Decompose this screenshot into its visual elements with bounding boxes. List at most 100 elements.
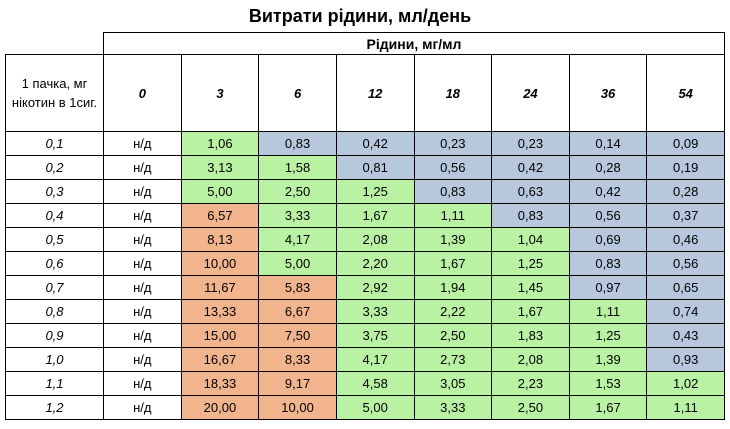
cell: 0,42 [491,155,570,180]
corner-header: 1 пачка, мг нікотин в 1сиг. [5,54,104,132]
cell: 1,02 [646,371,725,396]
cell: 1,11 [646,395,725,420]
cell: н/д [103,251,182,276]
cell: 4,17 [335,347,415,372]
cell: 0,74 [646,299,725,324]
data-row: 1,2 н/д 20,00 10,00 5,00 3,33 2,50 1,67 1,11 [5,395,725,420]
cell: 1,06 [180,131,260,156]
row-header: 0,2 [5,155,104,180]
cell: н/д [103,299,182,324]
cell: 1,67 [335,203,415,228]
cell: 5,00 [258,251,337,276]
column-header: 12 [335,54,415,132]
cell: 1,67 [568,395,648,420]
cell: н/д [103,371,182,396]
data-row: 0,1 н/д 1,06 0,83 0,42 0,23 0,23 0,14 0,09 [5,131,725,156]
cell: 0,43 [646,323,725,348]
cell: 1,39 [568,347,648,372]
cell: 2,50 [491,395,570,420]
cell: 5,00 [335,395,415,420]
cell: 1,11 [413,203,493,228]
cell: 1,67 [491,299,570,324]
cell: н/д [103,131,182,156]
cell: 0,65 [646,275,725,300]
cell: 2,22 [413,299,493,324]
cell: н/д [103,395,182,420]
title: Витрати рідини, мл/день [248,6,472,26]
cell: 6,57 [180,203,260,228]
cell: 0,28 [568,155,648,180]
cell: 0,69 [568,227,648,252]
cell: 1,39 [413,227,493,252]
row-header: 0,1 [5,131,104,156]
cell: н/д [103,179,182,204]
cell: 0,42 [568,179,648,204]
cell: 1,25 [491,251,570,276]
data-row: 0,4 н/д 6,57 3,33 1,67 1,11 0,83 0,56 0,37 [5,203,725,228]
cell: 0,14 [568,131,648,156]
cell: 0,28 [646,179,725,204]
column-header: 36 [568,54,648,132]
cell: 16,67 [180,347,260,372]
cell: 0,83 [491,203,570,228]
cell: 10,00 [258,395,337,420]
cell: 0,09 [646,131,725,156]
cell: 2,08 [491,347,570,372]
cell: 2,08 [335,227,415,252]
cell: 1,25 [568,323,648,348]
data-row: 0,9 н/д 15,00 7,50 3,75 2,50 1,83 1,25 0,43 [5,323,725,348]
cell: 4,17 [258,227,337,252]
row-header: 1,0 [5,347,104,372]
row-header: 1,1 [5,371,104,396]
cell: н/д [103,323,182,348]
cell: 1,53 [568,371,648,396]
cell: 7,50 [258,323,337,348]
cell: н/д [103,203,182,228]
header-row: 1 пачка, мг нікотин в 1сиг. 0 3 6 12 18 24 36 54 [5,54,725,132]
cell: 11,67 [180,275,260,300]
cell: 0,19 [646,155,725,180]
cell: 3,33 [258,203,337,228]
cell: 0,56 [413,155,493,180]
cell: 3,13 [180,155,260,180]
column-header: 54 [646,54,725,132]
cell: 4,58 [335,371,415,396]
cell: 2,92 [335,275,415,300]
group-header: Рідини, мг/мл [103,32,725,55]
cell: 2,23 [491,371,570,396]
row-header: 0,5 [5,227,104,252]
data-row: 1,0 н/д 16,67 8,33 4,17 2,73 2,08 1,39 0,93 [5,347,725,372]
cell: 0,42 [335,131,415,156]
cell: 0,23 [413,131,493,156]
data-row: 0,8 н/д 13,33 6,67 3,33 2,22 1,67 1,11 0,74 [5,299,725,324]
cell: 8,13 [180,227,260,252]
cell: н/д [103,227,182,252]
cell: 3,05 [413,371,493,396]
cell: 13,33 [180,299,260,324]
column-header: 18 [413,54,493,132]
cell: 18,33 [180,371,260,396]
cell: н/д [103,347,182,372]
data-row: 1,1 н/д 18,33 9,17 4,58 3,05 2,23 1,53 1,02 [5,371,725,396]
column-header: 6 [258,54,337,132]
cell: 20,00 [180,395,260,420]
cell: 3,33 [335,299,415,324]
consumption-table: Рідини, мг/мл 1 пачка, мг нікотин в 1сиг.… [5,32,725,420]
cell: 8,33 [258,347,337,372]
cell: н/д [103,155,182,180]
column-header: 24 [491,54,570,132]
cell: 1,67 [413,251,493,276]
row-header: 0,6 [5,251,104,276]
cell: 1,04 [491,227,570,252]
cell: 1,94 [413,275,493,300]
cell: 2,50 [258,179,337,204]
cell: 0,81 [335,155,415,180]
cell: 0,83 [258,131,337,156]
cell: 2,50 [413,323,493,348]
cell: 3,33 [413,395,493,420]
data-row: 0,2 н/д 3,13 1,58 0,81 0,56 0,42 0,28 0,19 [5,155,725,180]
header-row: Рідини, мг/мл [5,32,725,55]
cell: 1,45 [491,275,570,300]
cell: 0,56 [646,251,725,276]
data-row: 0,3 н/д 5,00 2,50 1,25 0,83 0,63 0,42 0,28 [5,179,725,204]
